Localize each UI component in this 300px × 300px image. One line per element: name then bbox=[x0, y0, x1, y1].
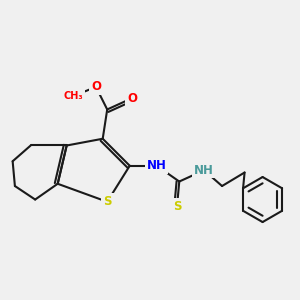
Text: NH: NH bbox=[194, 164, 214, 177]
Text: S: S bbox=[103, 195, 112, 208]
Text: O: O bbox=[91, 80, 101, 94]
Text: O: O bbox=[127, 92, 137, 105]
Text: NH: NH bbox=[147, 159, 167, 172]
Text: S: S bbox=[173, 200, 181, 213]
Text: CH₃: CH₃ bbox=[64, 91, 83, 101]
